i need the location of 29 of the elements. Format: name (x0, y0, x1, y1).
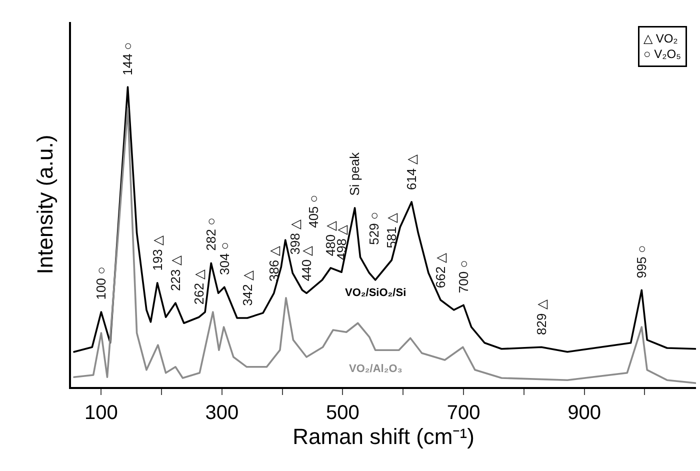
annotation: 614 △ (404, 154, 420, 190)
x-tick-label: 500 (326, 402, 360, 424)
x-tick-label: 700 (446, 402, 480, 424)
annotation: 829 △ (534, 300, 549, 336)
text: △ VO₂ (644, 32, 678, 46)
series-label: VO₂/Al₂O₃ (349, 363, 402, 375)
x-tick-label: 300 (205, 402, 239, 424)
annotation: 995 ○ (634, 245, 650, 278)
annotation: 282 ○ (203, 218, 218, 251)
annotation: 100 ○ (94, 266, 109, 300)
x-tick-label: 100 (84, 402, 118, 424)
annotation: 342 △ (240, 270, 255, 306)
x-tick-label: 900 (568, 402, 601, 424)
annotation: 223 △ (168, 256, 183, 291)
annotation: 662 △ (433, 252, 448, 288)
annotation: 700 ○ (456, 260, 471, 294)
annotation: 386 △ (266, 246, 282, 282)
annotation: Si peak (346, 152, 362, 196)
text: ○ V₂O₅ (644, 47, 682, 62)
annotation: 581 △ (384, 212, 400, 248)
annotation: 193 △ (150, 235, 165, 271)
series-label: VO₂/SiO₂/Si (345, 287, 406, 299)
annotation: 144 ○ (120, 42, 136, 76)
y-axis-title: Intensity (a.u.) (32, 134, 58, 274)
annotation: 529 ○ (366, 212, 382, 245)
annotation: 405 ○ (306, 194, 321, 228)
annotation: 262 △ (191, 269, 206, 305)
annotation: 304 ○ (216, 242, 232, 276)
x-axis-title: Raman shift (cm⁻¹) (292, 424, 474, 450)
